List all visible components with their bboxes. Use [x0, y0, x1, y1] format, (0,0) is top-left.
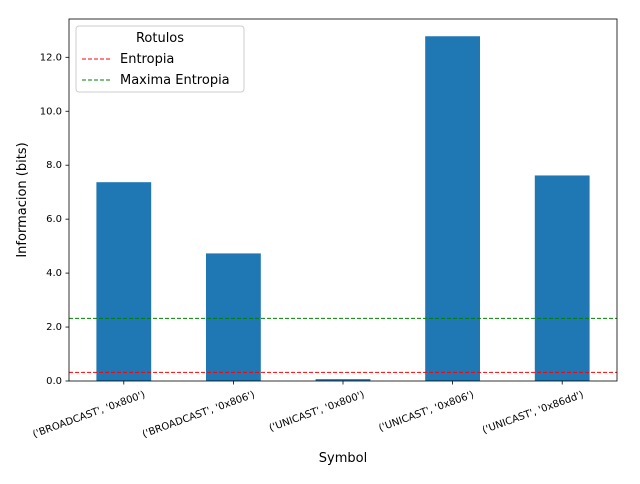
x-tick-label-4: ('UNICAST', '0x86dd') — [481, 389, 585, 436]
x-tick-label-1: ('BROADCAST', '0x806') — [141, 389, 257, 440]
y-tick-label-1: 2.0 — [46, 322, 62, 333]
x-tick-label-3: ('UNICAST', '0x806') — [377, 389, 475, 434]
y-tick-label-0: 0.0 — [46, 376, 62, 387]
legend-label-1: Maxima Entropia — [120, 73, 230, 88]
bar-2 — [315, 379, 371, 381]
x-axis-label: Symbol — [319, 451, 367, 466]
y-tick-label-3: 6.0 — [46, 214, 62, 225]
bar-4 — [534, 175, 590, 381]
y-axis: 0.0 2.0 4.0 6.0 8.0 10.0 12.0 — [40, 52, 69, 387]
legend: Rotulos Entropia Maxima Entropia — [75, 25, 245, 93]
y-tick-label-4: 8.0 — [46, 160, 62, 171]
x-axis: ('BROADCAST', '0x800')('BROADCAST', '0x8… — [31, 381, 585, 440]
y-tick-label-5: 10.0 — [40, 106, 62, 117]
bars-layer — [96, 36, 590, 381]
legend-box — [75, 25, 245, 93]
y-tick-label-2: 4.0 — [46, 268, 62, 279]
y-tick-label-6: 12.0 — [40, 52, 62, 63]
legend-label-0: Entropia — [120, 52, 174, 67]
y-axis-label: Informacion (bits) — [15, 142, 30, 257]
legend-items: Entropia Maxima Entropia — [82, 52, 230, 88]
bar-0 — [96, 182, 152, 381]
x-tick-label-0: ('BROADCAST', '0x800') — [31, 389, 147, 440]
bar-1 — [206, 253, 261, 381]
bar-3 — [425, 36, 480, 381]
reference-lines-layer — [69, 317, 617, 373]
x-tick-label-2: ('UNICAST', '0x800') — [268, 389, 366, 434]
legend-title: Rotulos — [136, 31, 184, 46]
